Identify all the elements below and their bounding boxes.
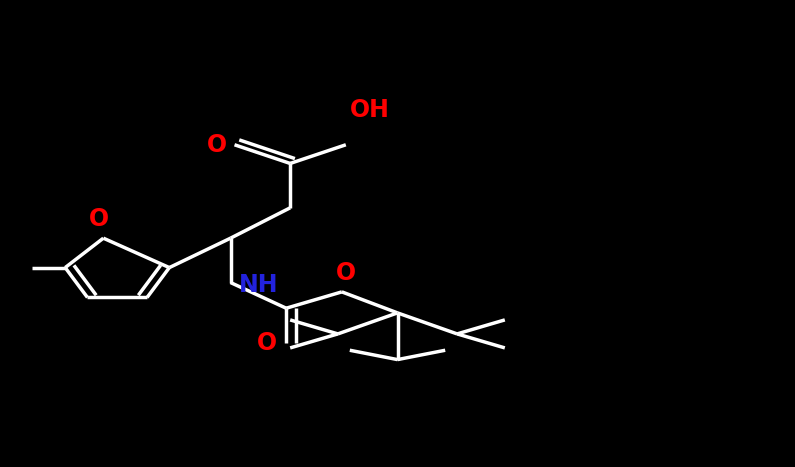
Text: O: O: [335, 261, 356, 285]
Text: O: O: [207, 133, 227, 157]
Text: O: O: [89, 207, 110, 232]
Text: NH: NH: [238, 273, 278, 297]
Text: OH: OH: [350, 98, 390, 122]
Text: O: O: [257, 331, 277, 355]
